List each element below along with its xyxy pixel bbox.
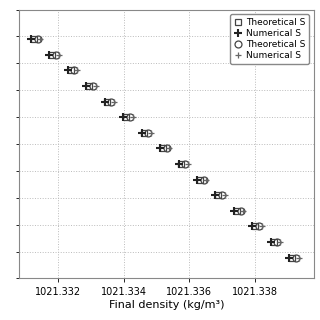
X-axis label: Final density (kg/m³): Final density (kg/m³) (109, 300, 224, 310)
Legend: Theoretical S, Numerical S, Theoretical S, Numerical S: Theoretical S, Numerical S, Theoretical … (230, 14, 309, 64)
